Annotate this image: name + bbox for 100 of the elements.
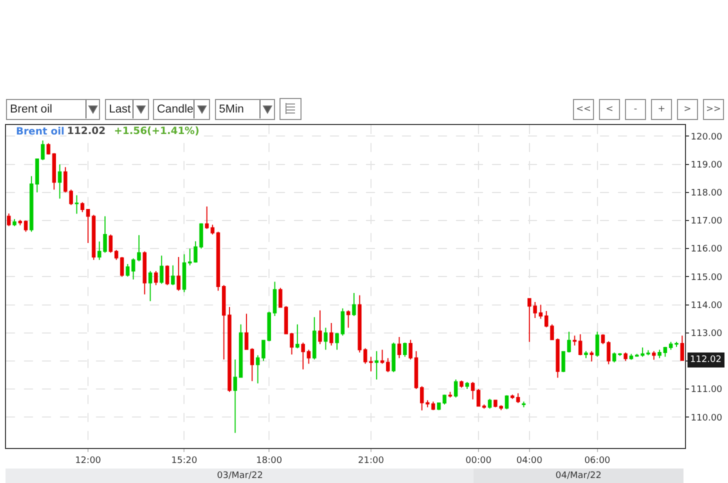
candlestick — [652, 350, 656, 360]
text: > — [684, 104, 692, 114]
candlestick — [306, 349, 311, 364]
candlestick — [120, 256, 124, 278]
candlestick — [358, 294, 362, 353]
candlestick — [256, 354, 260, 384]
candlestick — [561, 350, 566, 373]
y-tick-label: 119.00 — [690, 160, 723, 170]
y-tick-label: 120.00 — [690, 132, 723, 142]
x-tick-label: 15:20 — [171, 456, 198, 466]
y-tick-label: 113.00 — [690, 328, 723, 339]
y-tick-label: 110.00 — [690, 413, 723, 424]
text: + — [658, 104, 666, 114]
candlestick — [131, 258, 136, 280]
candlestick — [629, 353, 634, 360]
candlestick — [296, 324, 300, 349]
text: 04/Mar/22 — [556, 471, 602, 481]
candlestick — [24, 220, 28, 232]
candlestick — [238, 324, 243, 378]
candlestick — [329, 322, 334, 346]
candlestick — [567, 331, 571, 353]
candlestick — [414, 350, 418, 390]
candlestick — [618, 352, 622, 356]
candlestick — [488, 398, 492, 410]
candlestick — [58, 164, 62, 200]
candlestick — [624, 352, 628, 362]
x-tick-label: 18:00 — [256, 456, 282, 466]
text: << — [576, 104, 592, 114]
candlestick — [386, 358, 390, 373]
candlestick — [369, 356, 373, 372]
candlestick — [522, 401, 526, 408]
candlestick — [108, 234, 113, 254]
candlestick — [380, 349, 384, 364]
y-tick-label: 114.00 — [690, 300, 723, 311]
candlestick — [680, 335, 684, 362]
candlestick — [663, 346, 668, 358]
candlestick — [374, 350, 379, 380]
candlestick — [595, 331, 600, 358]
candlestick — [301, 342, 305, 370]
candlestick — [584, 350, 588, 359]
candlestick — [363, 348, 368, 364]
chart-title: Brent oil — [16, 126, 64, 138]
candlestick — [668, 341, 673, 350]
candlestick — [612, 352, 616, 363]
y-tick-label: 118.00 — [690, 188, 723, 199]
candlestick — [182, 254, 186, 293]
text: < — [606, 104, 614, 114]
candlestick — [556, 338, 560, 378]
candlestick — [92, 214, 96, 260]
candlestick — [431, 401, 436, 411]
candlestick — [222, 284, 226, 360]
y-tick-label: 117.00 — [690, 216, 723, 227]
candlestick — [176, 256, 180, 292]
candlestick — [335, 332, 339, 350]
text: Candle — [157, 104, 194, 116]
candlestick — [250, 348, 254, 382]
candlestick — [318, 310, 322, 345]
text: 03/Mar/22 — [217, 471, 263, 481]
candlestick — [312, 316, 316, 360]
candlestick — [392, 342, 396, 373]
candlestick — [403, 342, 407, 358]
candlestick — [148, 270, 152, 302]
x-tick-label: 04:00 — [516, 456, 543, 466]
chart-subtitle: 112.02 — [67, 126, 106, 137]
y-tick-label: 111.00 — [690, 385, 723, 396]
candlestick — [578, 334, 582, 356]
candlestick — [646, 350, 650, 356]
candlestick — [74, 194, 79, 214]
y-tick-label: 116.00 — [690, 244, 723, 255]
candlestick — [504, 394, 509, 410]
candlestick — [590, 350, 594, 362]
candlestick — [572, 335, 577, 346]
candlestick — [408, 339, 412, 360]
candlestick — [6, 212, 11, 227]
candlestick — [244, 313, 248, 350]
candlestick — [165, 264, 170, 286]
candlestick — [290, 332, 294, 355]
candlestick — [171, 264, 175, 286]
candlestick — [114, 249, 118, 260]
candlestick — [674, 341, 678, 348]
text: - — [634, 104, 638, 114]
x-tick-label: 21:00 — [358, 456, 384, 466]
candlestick — [228, 306, 232, 392]
candlestick — [658, 349, 662, 359]
candlestick — [233, 359, 238, 434]
text: >> — [706, 104, 722, 114]
text: 5Min — [219, 104, 244, 116]
candlestick — [12, 218, 16, 227]
x-tick-label: 06:00 — [584, 456, 611, 466]
candlestick — [465, 382, 470, 390]
candlestick — [272, 281, 277, 316]
x-tick-label: 12:00 — [75, 456, 102, 466]
candlestick — [199, 222, 204, 250]
candlestick — [470, 382, 475, 400]
candlestick — [352, 292, 356, 316]
candlestick — [18, 219, 22, 226]
candlestick — [448, 391, 452, 398]
candlestick — [340, 308, 345, 336]
y-tick-label: 115.00 — [690, 272, 723, 283]
candlestick — [460, 380, 464, 388]
